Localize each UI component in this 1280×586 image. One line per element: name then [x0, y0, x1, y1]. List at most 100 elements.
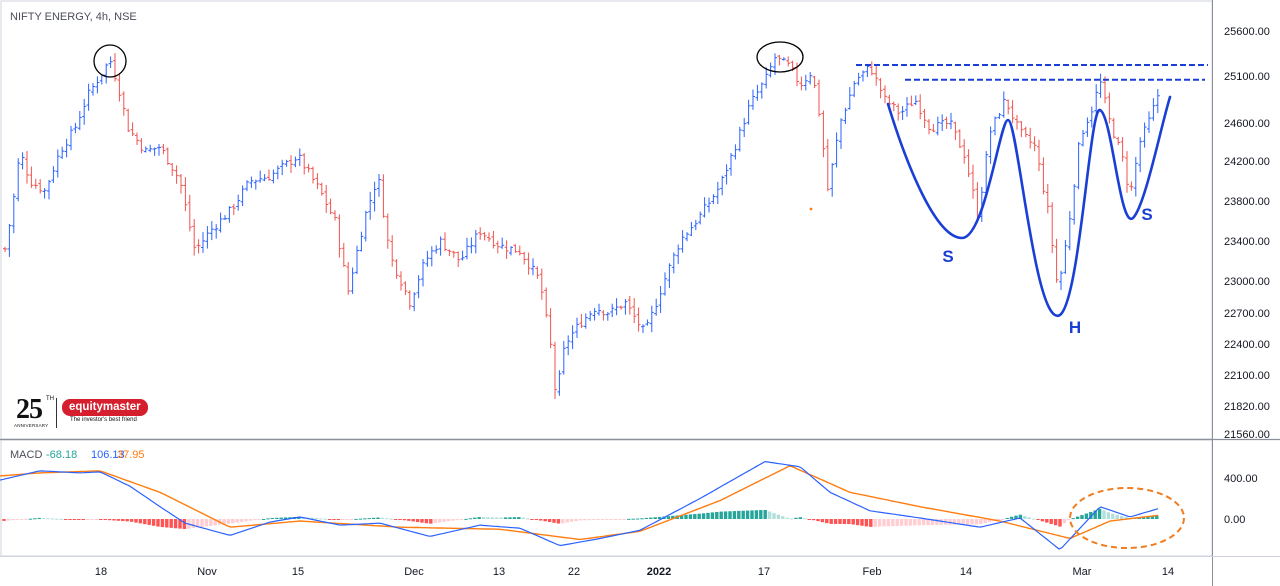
- histogram-bar: [63, 519, 68, 520]
- price-bar: [456, 251, 461, 268]
- price-bar: [434, 245, 439, 254]
- y-tick-label: 24200.00: [1224, 156, 1270, 168]
- histogram-bar: [327, 519, 332, 520]
- histogram-bar: [55, 518, 59, 520]
- histogram-bar: [385, 518, 389, 520]
- histogram-bar: [794, 517, 798, 519]
- histogram-bar: [257, 519, 261, 520]
- histogram-bar: [908, 519, 913, 526]
- price-bar: [557, 370, 562, 396]
- price-bar: [971, 164, 975, 199]
- price-bar: [940, 114, 945, 131]
- price-bar: [539, 268, 544, 300]
- price-bar: [429, 246, 434, 267]
- price-bar: [1076, 141, 1081, 190]
- histogram-bar: [719, 511, 723, 519]
- price-bar: [289, 155, 293, 174]
- price-bar: [865, 65, 870, 78]
- histogram-bar: [1053, 519, 1058, 526]
- histogram-bar: [473, 517, 477, 519]
- histogram-bar: [41, 518, 46, 520]
- price-bar: [619, 305, 623, 310]
- histogram-bar: [1001, 519, 1005, 520]
- histogram-bar: [763, 509, 767, 519]
- histogram-bar: [147, 519, 151, 525]
- watermark-25: 25: [16, 394, 43, 425]
- price-bar: [658, 285, 663, 314]
- price-bar: [113, 53, 117, 82]
- histogram-bar: [952, 519, 957, 525]
- price-bar: [328, 198, 333, 215]
- histogram-bar: [125, 519, 129, 522]
- histogram-bar: [657, 516, 662, 519]
- price-bar: [108, 56, 113, 69]
- price-bar: [698, 211, 703, 225]
- histogram-bar: [85, 519, 90, 520]
- histogram-bar: [759, 510, 763, 519]
- price-bar: [196, 239, 201, 254]
- histogram-bar: [178, 519, 182, 529]
- price-bar: [553, 341, 557, 399]
- price-bar: [214, 224, 219, 239]
- price-bar: [95, 76, 100, 94]
- price-bar: [1045, 184, 1050, 214]
- price-bar: [20, 152, 25, 170]
- histogram-bar: [517, 517, 521, 519]
- histogram-bar: [1005, 517, 1009, 519]
- histogram-bar: [129, 519, 134, 522]
- histogram-bar: [116, 519, 121, 521]
- histogram-bar: [226, 519, 231, 524]
- histogram-bar: [37, 517, 41, 519]
- histogram-bar: [728, 511, 732, 519]
- price-bar: [1037, 139, 1041, 172]
- price-bar: [781, 57, 786, 61]
- histogram-bar: [1027, 517, 1031, 519]
- price-bar: [759, 82, 764, 99]
- histogram-bar: [336, 519, 341, 520]
- x-tick-label: 14: [1162, 566, 1174, 578]
- price-bar: [1133, 156, 1138, 197]
- histogram-bar: [169, 519, 173, 528]
- price-bar: [253, 179, 258, 190]
- histogram-bar: [710, 512, 715, 519]
- price-bar: [751, 89, 755, 110]
- histogram-bar: [737, 510, 741, 519]
- histogram-bar: [11, 519, 15, 521]
- price-bar: [922, 109, 927, 129]
- price-bar: [1067, 211, 1072, 251]
- y-tick-label: 23000.00: [1224, 276, 1270, 288]
- histogram-bar: [1089, 511, 1093, 519]
- histogram-bar: [261, 518, 266, 520]
- equitymaster-watermark: 25 TH ANNIVERSARY equitymaster The inves…: [14, 394, 154, 430]
- price-bar: [368, 191, 373, 220]
- histogram-bar: [191, 519, 195, 529]
- histogram-bar: [204, 519, 209, 527]
- watermark-anniversary: ANNIVERSARY: [14, 423, 49, 428]
- histogram-bar: [983, 519, 987, 524]
- histogram-bar: [1031, 518, 1036, 520]
- histogram-bar: [807, 519, 811, 520]
- histogram-bar: [521, 517, 525, 519]
- histogram-bar: [143, 519, 147, 525]
- price-bar: [495, 240, 500, 254]
- histogram-bar: [1155, 515, 1159, 519]
- histogram-bar: [6, 519, 11, 521]
- histogram-bar: [1146, 516, 1150, 519]
- price-bar: [77, 111, 82, 131]
- price-bar: [500, 237, 505, 249]
- histogram-bar: [367, 518, 371, 520]
- histogram-bar: [741, 510, 745, 519]
- histogram-bar: [723, 511, 728, 519]
- macd-legend: MACD -68.18 106.13 37.95: [10, 449, 145, 461]
- histogram-bar: [499, 517, 503, 519]
- histogram-bar: [1049, 519, 1053, 524]
- price-bar: [803, 74, 808, 91]
- histogram-bar: [842, 519, 847, 525]
- histogram-bar: [415, 519, 420, 523]
- histogram-bar: [886, 519, 891, 527]
- histogram-bar: [996, 519, 1001, 521]
- price-bar: [306, 163, 311, 173]
- price-bar: [1129, 181, 1134, 191]
- macd-lines: [0, 460, 1185, 550]
